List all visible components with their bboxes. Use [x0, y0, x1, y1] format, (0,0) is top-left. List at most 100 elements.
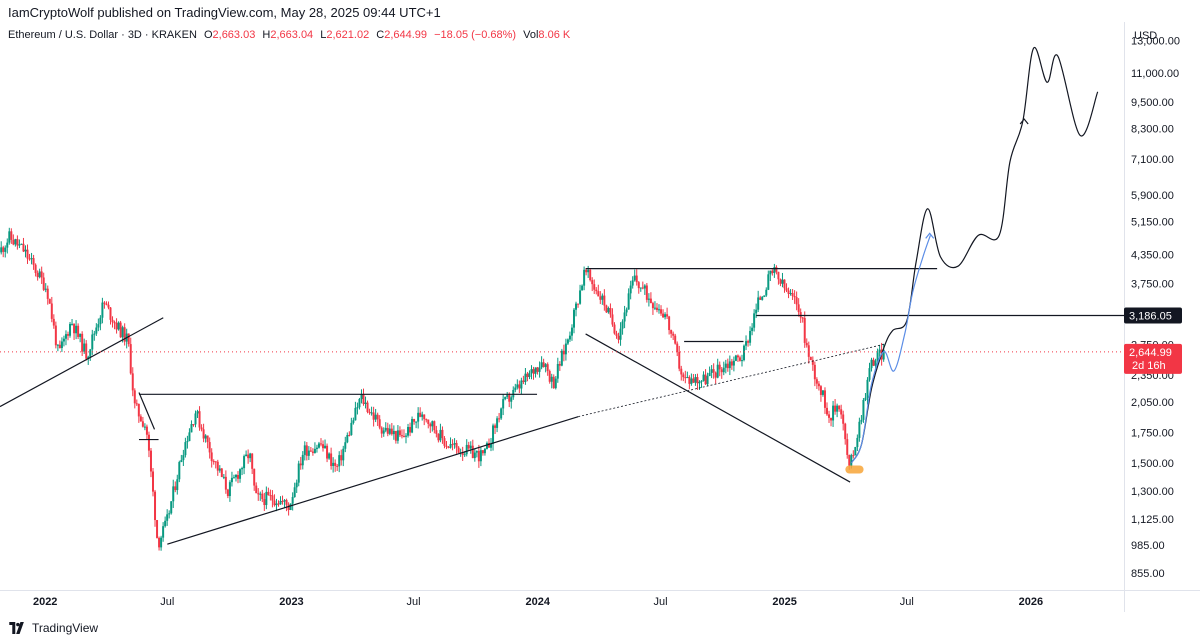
candle-body	[597, 291, 600, 297]
current-price-badge: 2,644.99	[1129, 347, 1172, 359]
bar-countdown: 2d 16h	[1132, 360, 1166, 372]
candle-body	[261, 493, 264, 500]
candle-body	[637, 282, 640, 289]
candle-body	[101, 302, 104, 318]
candle-body	[279, 500, 282, 505]
candle-body	[87, 356, 90, 359]
candle-body	[840, 409, 843, 415]
candle-body	[85, 343, 88, 359]
candle-body	[858, 421, 861, 438]
candle-body	[413, 419, 416, 422]
candle-body	[83, 343, 86, 352]
candle-body	[603, 295, 606, 306]
candle-body	[745, 341, 748, 346]
candle-body	[508, 395, 511, 402]
candle-body	[441, 429, 444, 439]
candle-body	[0, 247, 3, 253]
candle-body	[409, 427, 412, 433]
candle-body	[350, 422, 353, 436]
candle-body	[241, 468, 244, 470]
candle-body	[662, 313, 665, 318]
candle-body	[854, 447, 857, 456]
candle-body	[269, 495, 272, 497]
candle-body	[631, 280, 634, 286]
candle-body	[2, 247, 5, 252]
candle-body	[44, 288, 47, 290]
time-tick-label: 2023	[279, 596, 303, 608]
candle-body	[113, 322, 116, 324]
candle-body	[386, 427, 389, 434]
candle-body	[299, 463, 302, 466]
price-tick-label: 5,900.00	[1131, 190, 1174, 202]
candle-body	[601, 295, 604, 300]
candle-body	[870, 359, 873, 369]
candle-body	[54, 325, 57, 346]
candle-body	[724, 363, 727, 368]
candle-body	[228, 482, 231, 497]
volume-label: Vol	[523, 29, 539, 41]
candle-body	[668, 316, 671, 331]
candle-body	[791, 293, 794, 297]
candle-body	[356, 407, 359, 409]
candle-body	[828, 414, 831, 418]
candle-body	[370, 412, 373, 414]
candle-body	[99, 317, 102, 325]
candle-body	[485, 442, 488, 449]
candle-body	[22, 243, 25, 252]
candle-body	[281, 500, 284, 502]
candle-body	[615, 333, 618, 336]
candle-body	[190, 424, 193, 433]
symbol-title[interactable]: Ethereum / U.S. Dollar · 3D · KRAKEN	[8, 29, 197, 41]
candle-body	[690, 378, 693, 384]
candle-body	[688, 377, 691, 384]
candle-body	[850, 455, 853, 466]
tradingview-footer[interactable]: TradingView	[8, 618, 98, 638]
candle-body	[633, 275, 636, 281]
candle-body	[771, 270, 774, 274]
candle-body	[817, 383, 820, 387]
candle-body	[635, 275, 638, 283]
candle-body	[753, 313, 756, 328]
candle-body	[121, 327, 124, 338]
candle-body	[182, 455, 185, 461]
candle-body	[813, 364, 816, 380]
candle-body	[643, 285, 646, 289]
candle-body	[492, 425, 495, 444]
candle-body	[821, 390, 824, 395]
candle-body	[24, 249, 27, 252]
candle-body	[443, 438, 446, 446]
candle-body	[651, 303, 654, 309]
projection-layer	[850, 47, 1099, 464]
price-tick-label: 1,125.00	[1131, 514, 1174, 526]
candle-body	[666, 314, 669, 317]
candle-body	[289, 503, 292, 510]
candle-body	[481, 450, 484, 454]
candle-body	[28, 258, 31, 260]
candle-body	[473, 452, 476, 459]
candle-body	[66, 334, 69, 336]
candle-body	[785, 288, 788, 291]
candle-body	[736, 355, 739, 358]
candle-body	[512, 389, 515, 398]
candle-body	[307, 450, 310, 456]
candle-body	[147, 434, 150, 451]
candle-body	[587, 269, 590, 273]
projection-blue-arrow-icon	[925, 232, 935, 239]
candle-body	[14, 239, 17, 245]
currency-label[interactable]: USD	[1134, 30, 1158, 42]
candle-body	[52, 318, 55, 326]
candle-body	[237, 474, 240, 479]
candle-body	[799, 312, 802, 318]
candle-body	[825, 407, 828, 415]
candle-body	[152, 471, 155, 492]
candle-body	[591, 280, 594, 285]
candle-body	[180, 460, 183, 463]
candle-body	[139, 416, 142, 422]
candle-body	[664, 314, 667, 318]
candle-body	[212, 461, 215, 463]
price-tick-label: 9,500.00	[1131, 97, 1174, 109]
publish-attribution: IamCryptoWolf published on TradingView.c…	[8, 5, 441, 20]
candle-body	[779, 279, 782, 284]
candle-body	[864, 397, 867, 400]
